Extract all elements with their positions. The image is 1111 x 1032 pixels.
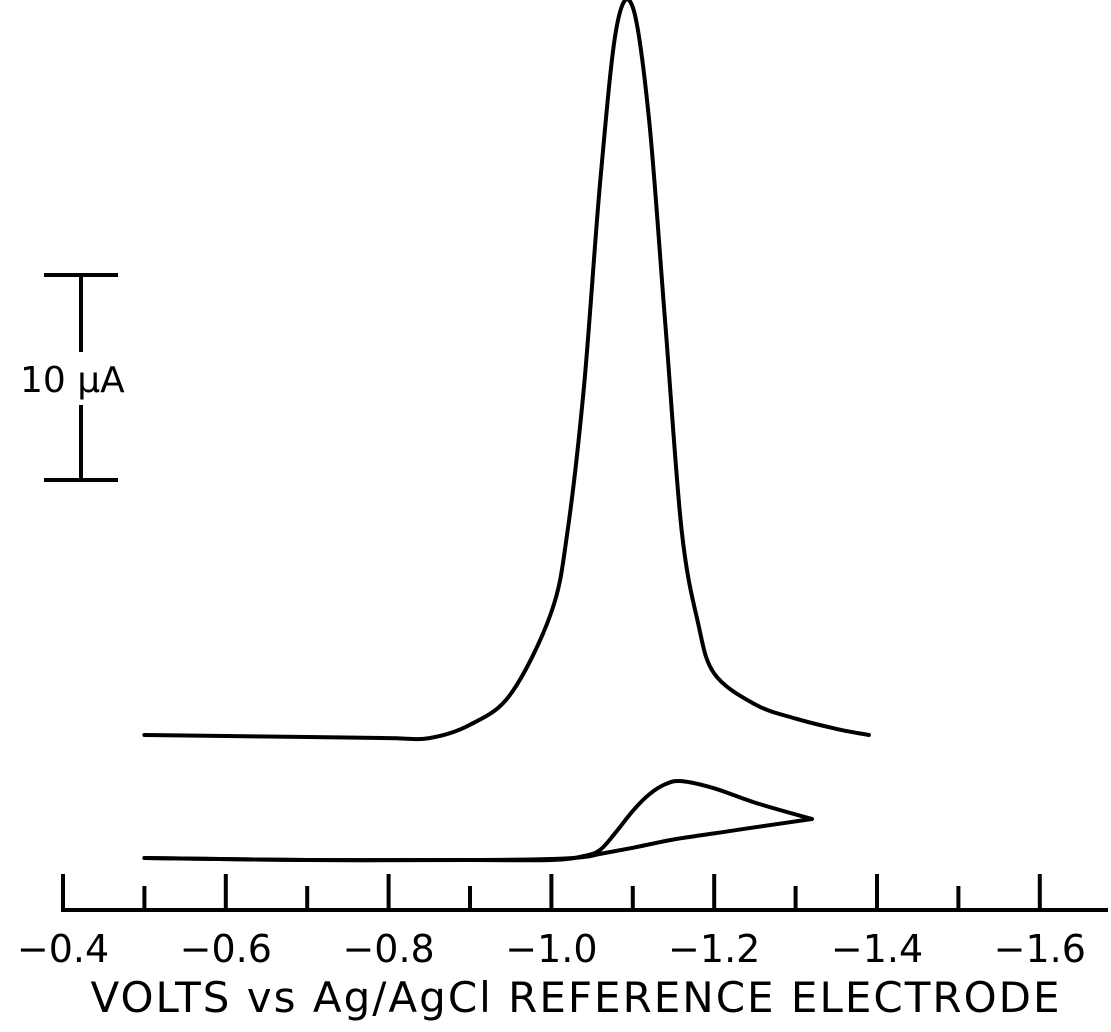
x-tick-label-5: −1.4 <box>831 927 923 971</box>
current-scale-bar: 10 µA <box>20 273 125 482</box>
x-axis-tick-labels: −0.4 −0.6 −0.8 −1.0 −1.2 −1.4 −1.6 <box>17 927 1086 971</box>
x-tick-label-0: −0.4 <box>17 927 109 971</box>
x-axis-title: VOLTS vs Ag/AgCl REFERENCE ELECTRODE <box>90 973 1061 1022</box>
x-tick-label-4: −1.2 <box>668 927 760 971</box>
trace-0 <box>142 0 871 742</box>
x-tick-label-3: −1.0 <box>505 927 597 971</box>
x-tick-label-2: −0.8 <box>342 927 434 971</box>
scale-bar-label: 10 µA <box>20 360 125 401</box>
trace-2 <box>142 817 814 863</box>
x-tick-label-6: −1.6 <box>994 927 1086 971</box>
x-axis-ticks <box>61 874 1042 910</box>
traces <box>142 0 871 863</box>
x-tick-label-1: −0.6 <box>180 927 272 971</box>
trace-1 <box>142 778 814 863</box>
